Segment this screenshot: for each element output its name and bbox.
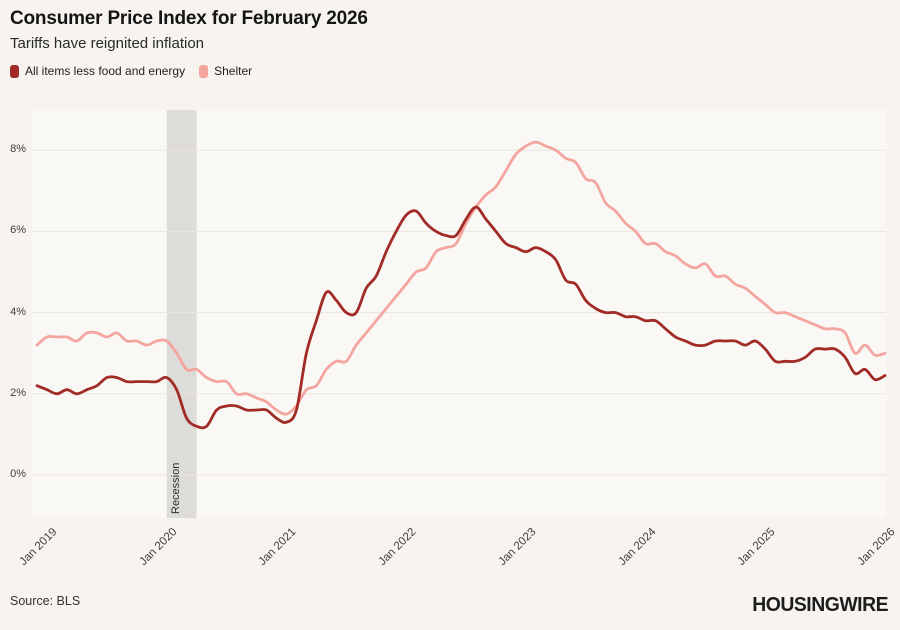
y-tick-label: 8% [10,143,26,156]
series-line-core [35,205,887,430]
legend: All items less food and energy Shelter [10,64,252,78]
plot-area [32,110,886,518]
chart-title: Consumer Price Index for February 2026 [10,8,368,29]
y-tick-label: 4% [10,305,26,318]
y-tick-label: 0% [10,468,26,480]
y-tick-label: 6% [10,224,26,237]
chart-subtitle: Tariffs have reignited inflation [10,35,205,52]
legend-item-shelter: Shelter [199,64,252,78]
legend-swatch-core [10,64,19,78]
recession-band [166,110,197,518]
housingwire-logo: HOUSINGWIRE [752,594,888,616]
recession-band-label: Recession [170,462,182,514]
legend-label-core: All items less food and energy [25,64,186,78]
series-line-shelter [35,140,887,416]
source-note: Source: BLS [10,594,81,608]
legend-swatch-shelter [199,64,209,78]
legend-item-core: All items less food and energy [10,64,185,78]
legend-label-shelter: Shelter [214,64,253,78]
y-tick-label: 2% [10,386,26,399]
